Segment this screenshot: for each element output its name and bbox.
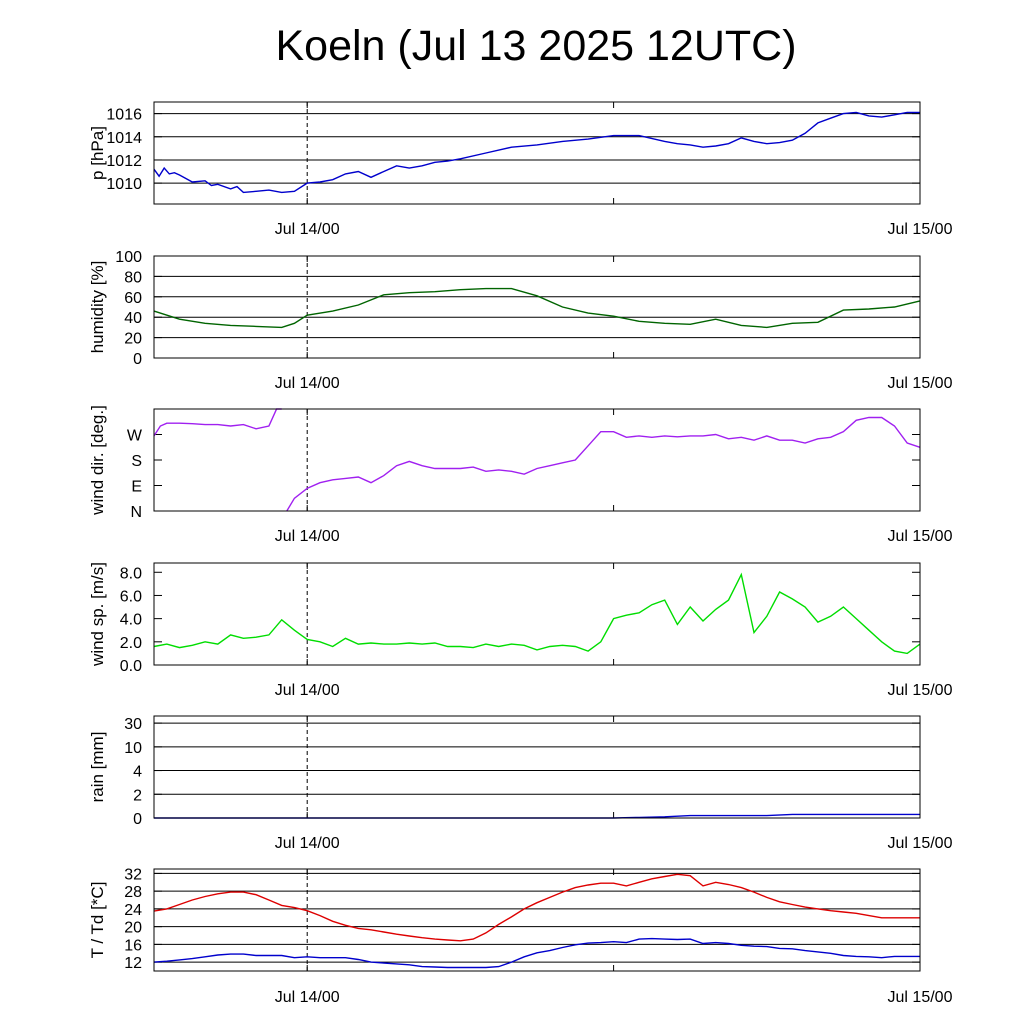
panel-frame bbox=[153, 255, 921, 359]
x-tick-label: Jul 14/00 bbox=[275, 835, 340, 852]
y-tick-label: 8.0 bbox=[120, 565, 142, 582]
y-axis-label: wind dir. [deg.] bbox=[88, 405, 107, 516]
y-tick-label: 6.0 bbox=[120, 588, 142, 605]
series-line bbox=[153, 287, 921, 329]
y-tick-label: 60 bbox=[124, 290, 142, 307]
y-tick-label: 80 bbox=[124, 269, 142, 286]
y-axis-label: p [hPa] bbox=[88, 126, 107, 180]
y-tick-label: 4.0 bbox=[120, 612, 142, 629]
x-tick-label: Jul 15/00 bbox=[888, 528, 953, 545]
y-tick-label: 10 bbox=[124, 740, 142, 757]
x-tick-label: Jul 15/00 bbox=[888, 682, 953, 699]
y-axis-label: humidity [%] bbox=[88, 261, 107, 354]
y-tick-label: 40 bbox=[124, 310, 142, 327]
y-tick-label: 12 bbox=[124, 955, 142, 972]
x-tick-label: Jul 14/00 bbox=[275, 375, 340, 392]
y-axis-label: T / Td [*C] bbox=[88, 882, 107, 959]
panel-frame bbox=[153, 101, 921, 205]
y-tick-label: 32 bbox=[124, 866, 142, 883]
y-tick-label: E bbox=[131, 479, 142, 496]
y-tick-label: 0 bbox=[133, 811, 142, 828]
series-line bbox=[153, 937, 920, 969]
y-tick-label: 2 bbox=[133, 787, 142, 804]
y-tick-label: 16 bbox=[124, 937, 142, 954]
y-tick-label: 2.0 bbox=[120, 635, 142, 652]
y-tick-label: 1014 bbox=[106, 130, 142, 147]
y-tick-label: 1016 bbox=[106, 107, 142, 124]
x-tick-label: Jul 15/00 bbox=[888, 989, 953, 1006]
series-line bbox=[153, 572, 921, 655]
y-tick-label: N bbox=[130, 504, 142, 521]
y-tick-label: 1012 bbox=[106, 153, 142, 170]
panel-frame bbox=[153, 715, 921, 819]
panel-frame bbox=[153, 868, 921, 972]
y-tick-label: 1010 bbox=[106, 176, 142, 193]
y-tick-label: 0.0 bbox=[120, 658, 142, 675]
y-axis-label: rain [mm] bbox=[88, 732, 107, 803]
x-tick-label: Jul 15/00 bbox=[888, 835, 953, 852]
series-line bbox=[153, 873, 920, 942]
y-tick-label: 20 bbox=[124, 920, 142, 937]
series-line bbox=[153, 408, 921, 512]
y-tick-label: W bbox=[127, 428, 143, 445]
x-tick-label: Jul 14/00 bbox=[275, 989, 340, 1006]
panel-frame bbox=[153, 408, 921, 512]
y-axis-label: wind sp. [m/s] bbox=[88, 562, 107, 667]
y-tick-label: 24 bbox=[124, 902, 142, 919]
y-tick-label: 30 bbox=[124, 716, 142, 733]
y-tick-label: 4 bbox=[133, 764, 142, 781]
y-tick-label: 0 bbox=[133, 351, 142, 368]
panel-frame bbox=[153, 562, 921, 666]
y-tick-label: S bbox=[131, 453, 142, 470]
series-line bbox=[153, 111, 920, 194]
x-tick-label: Jul 15/00 bbox=[888, 221, 953, 238]
x-tick-label: Jul 15/00 bbox=[888, 375, 953, 392]
y-tick-label: 20 bbox=[124, 331, 142, 348]
x-tick-label: Jul 14/00 bbox=[275, 682, 340, 699]
x-tick-label: Jul 14/00 bbox=[275, 221, 340, 238]
y-tick-label: 100 bbox=[115, 249, 142, 266]
x-tick-label: Jul 14/00 bbox=[275, 528, 340, 545]
series-line bbox=[154, 813, 920, 819]
chart-title: Koeln (Jul 13 2025 12UTC) bbox=[275, 22, 797, 70]
y-tick-label: 28 bbox=[124, 884, 142, 901]
